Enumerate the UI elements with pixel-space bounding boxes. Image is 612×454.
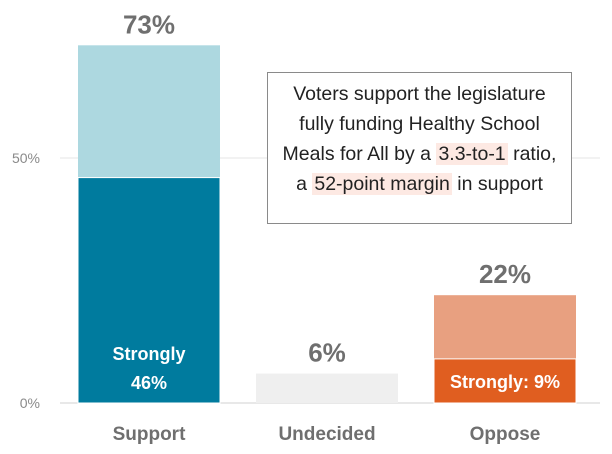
y-tick-label: 0% [20, 395, 40, 411]
y-tick-label: 50% [12, 150, 40, 166]
callout-text-part1: Voters support the legislature fully fun… [282, 83, 546, 165]
callout-box: Voters support the legislature fully fun… [267, 72, 572, 224]
bar-undecided-total [256, 373, 398, 403]
bars [77, 45, 577, 404]
support-strongly-label: Strongly [112, 344, 185, 364]
callout-highlight-ratio: 3.3-to-1 [436, 143, 508, 165]
category-label-undecided: Undecided [278, 424, 375, 445]
category-label-oppose: Oppose [470, 424, 541, 445]
callout-text-part3: in support [451, 173, 543, 195]
labels: 73% Support 6% Undecided 22% Oppose Strongly 46… [112, 9, 560, 445]
category-label-support: Support [113, 424, 186, 445]
callout-text-part2: ratio, a [296, 143, 557, 195]
bar-support-strongly [77, 177, 221, 404]
total-label-oppose: 22% [479, 259, 531, 289]
callout-highlight-margin: 52-point margin [312, 173, 452, 195]
bar-oppose-strongly [433, 358, 577, 404]
oppose-strongly-label: Strongly: 9% [450, 372, 560, 392]
support-strongly-value: 46% [131, 373, 167, 393]
total-label-support: 73% [123, 9, 175, 39]
total-label-undecided: 6% [308, 338, 346, 368]
